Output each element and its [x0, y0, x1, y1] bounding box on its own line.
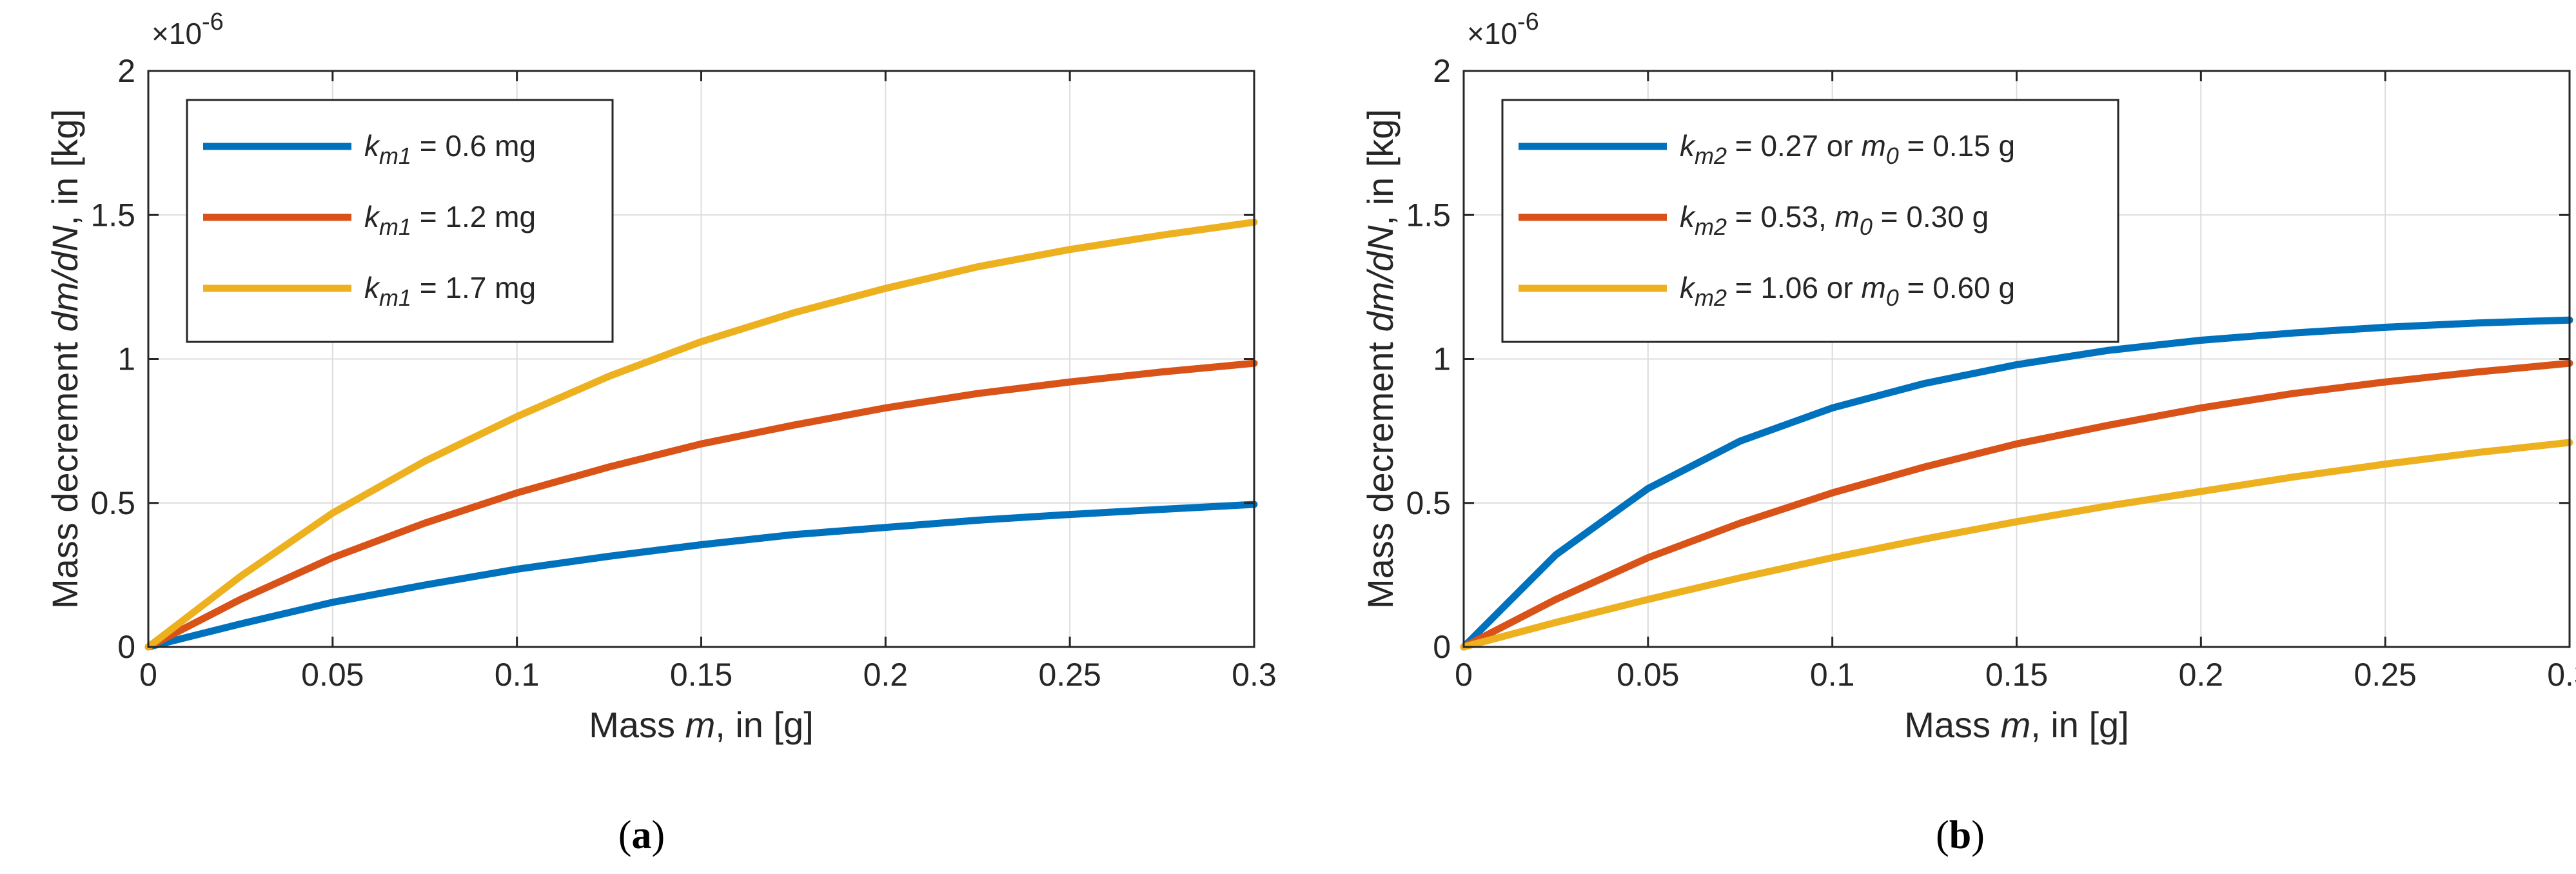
legend: km1 = 0.6 mg km1 = 1.2 mg km1 = 1.7 mg — [186, 99, 614, 343]
y-tick-label: 1.5 — [90, 197, 135, 233]
x-tick-label: 0.3 — [2547, 657, 2576, 693]
x-tick-label: 0.1 — [1810, 657, 1855, 693]
x-tick-label: 0.15 — [670, 657, 732, 693]
series-line-1 — [144, 501, 1258, 651]
legend-label-2: km1 = 1.2 mg — [364, 200, 536, 240]
series-line-1 — [1460, 316, 2573, 651]
y-tick-label: 1.5 — [1406, 197, 1451, 233]
x-tick-label: 0.05 — [1617, 657, 1679, 693]
y-axis-label: Mass decrement dm/dN, in [kg] — [44, 109, 85, 609]
legend-label-1: km1 = 0.6 mg — [364, 129, 536, 169]
legend-label-2: km2 = 0.53, m0 = 0.30 g — [1680, 200, 1989, 240]
legend-label-1: km2 = 0.27 or m0 = 0.15 g — [1680, 129, 2015, 169]
y-tick-label: 2 — [1433, 53, 1451, 89]
panel-caption: (b) — [1936, 813, 1985, 857]
chart-b: 0 0.05 0.1 0.15 0.2 0.25 0.3 0 0.5 1 1.5 2 ×10-6 Mass… — [1360, 8, 2576, 857]
y-tick-label: 0.5 — [90, 485, 135, 521]
axis-exponent: ×10-6 — [152, 8, 224, 50]
x-tick-label: 0.3 — [1232, 657, 1277, 693]
y-tick-label: 0 — [117, 629, 135, 665]
legend-label-3: km2 = 1.06 or m0 = 0.60 g — [1680, 271, 2015, 311]
x-tick-label: 0.05 — [301, 657, 364, 693]
x-axis-label: Mass m, in [g] — [1904, 704, 2129, 745]
legend-label-3: km1 = 1.7 mg — [364, 271, 536, 311]
x-tick-label: 0 — [1455, 657, 1473, 693]
series-line-3 — [144, 218, 1258, 651]
x-tick-label: 0.2 — [863, 657, 909, 693]
y-tick-label: 0.5 — [1406, 485, 1451, 521]
x-tick-label: 0.25 — [2354, 657, 2417, 693]
legend: km2 = 0.27 or m0 = 0.15 g km2 = 0.53, m0 … — [1501, 99, 2119, 343]
x-tick-label: 0.1 — [495, 657, 540, 693]
chart-a: 0 0.05 0.1 0.15 0.2 0.25 0.3 0 0.5 1 1.5 2 ×10-6 Mass… — [44, 8, 1277, 857]
y-tick-label: 1 — [1433, 341, 1451, 377]
series-line-3 — [1460, 439, 2573, 651]
series-line-2 — [144, 359, 1258, 651]
x-tick-label: 0.25 — [1039, 657, 1101, 693]
y-axis-label: Mass decrement dm/dN, in [kg] — [1360, 109, 1401, 609]
panel-caption: (a) — [618, 813, 665, 857]
x-axis-label: Mass m, in [g] — [589, 704, 814, 745]
x-tick-label: 0 — [139, 657, 157, 693]
x-tick-label: 0.15 — [1985, 657, 2048, 693]
y-tick-label: 1 — [117, 341, 135, 377]
y-tick-label: 2 — [117, 53, 135, 89]
axis-exponent: ×10-6 — [1467, 8, 1539, 50]
series-line-2 — [1460, 359, 2573, 651]
y-tick-label: 0 — [1433, 629, 1451, 665]
x-tick-label: 0.2 — [2179, 657, 2224, 693]
